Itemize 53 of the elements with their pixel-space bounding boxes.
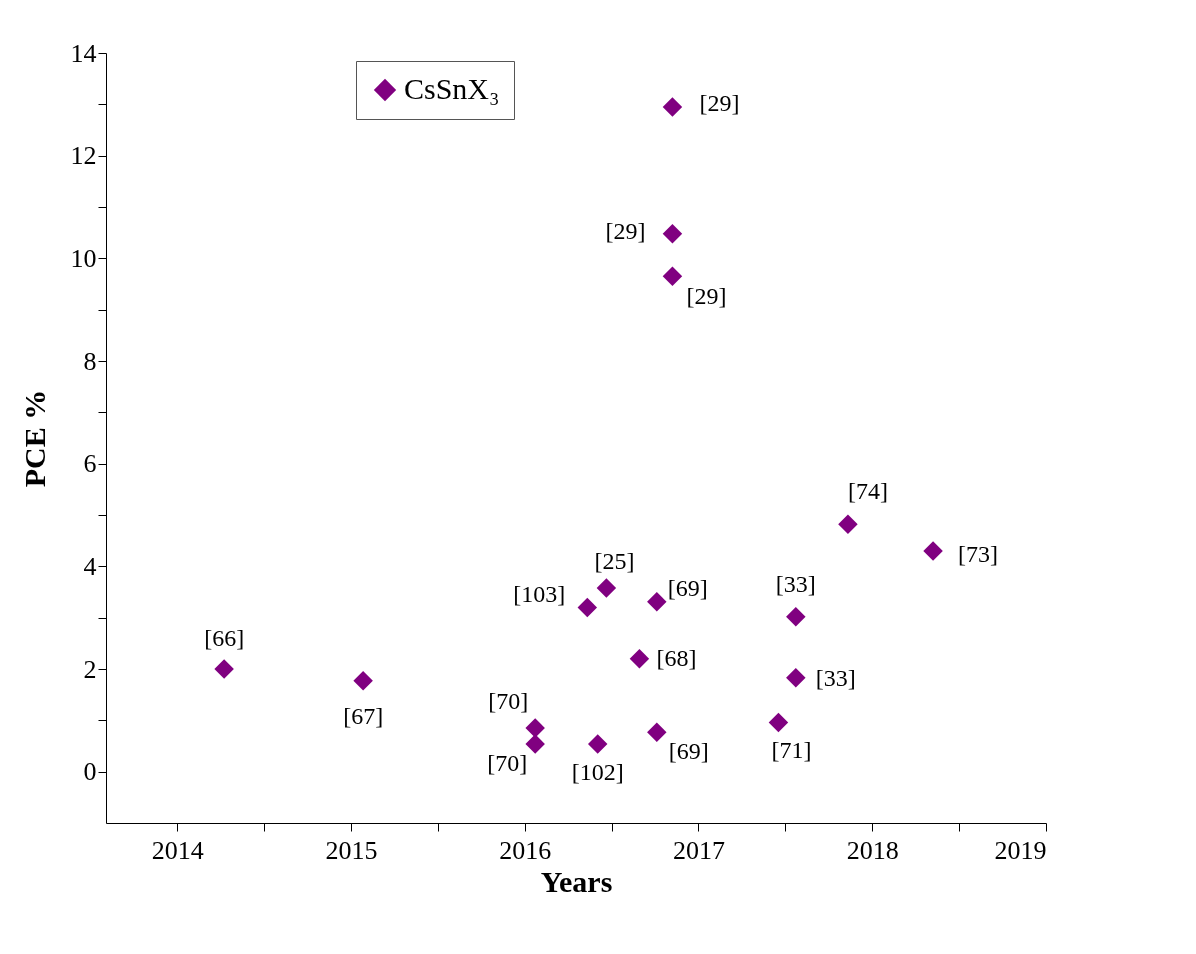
- y-axis-title: PCE %: [17, 389, 51, 488]
- point: [525, 734, 545, 754]
- x-tick-label: 2016: [499, 835, 552, 865]
- point: [838, 514, 858, 534]
- y-tick-label: 10: [70, 243, 97, 273]
- annotation: [73]: [958, 540, 999, 567]
- annotation: [29]: [699, 89, 740, 116]
- y-tick-label: 4: [83, 551, 97, 581]
- y-tick-label: 0: [83, 757, 97, 787]
- annotation: [68]: [656, 644, 697, 671]
- point: [353, 671, 373, 691]
- point: [587, 734, 608, 754]
- annotation: [103]: [513, 581, 566, 608]
- point: [923, 541, 943, 561]
- annotation: [69]: [667, 574, 708, 601]
- annotation: [70]: [487, 749, 528, 776]
- annotation: [29]: [686, 283, 727, 310]
- x-tick-label: 2018: [846, 835, 899, 865]
- point: [647, 592, 667, 612]
- y-tick-label: 12: [70, 141, 97, 171]
- x-axis-title: Years: [540, 864, 613, 898]
- annotation: [71]: [771, 737, 812, 764]
- x-tick-label: 2017: [673, 835, 725, 865]
- legend-label: CsSnX₃: [404, 72, 500, 105]
- point: [768, 712, 789, 733]
- point: [214, 659, 234, 679]
- y-tick-label: 6: [83, 449, 97, 479]
- y-tick-label: 2: [83, 654, 97, 684]
- point: [596, 578, 617, 598]
- point: [629, 648, 650, 669]
- point: [662, 223, 683, 244]
- point: [786, 606, 806, 627]
- annotation: [29]: [605, 217, 646, 244]
- point: [647, 722, 667, 742]
- x-tick-label: 2019: [994, 835, 1047, 865]
- point: [577, 597, 598, 618]
- annotation: [25]: [594, 547, 635, 574]
- annotation: [66]: [204, 625, 245, 651]
- annotation: [102]: [571, 758, 624, 785]
- point: [525, 718, 545, 738]
- y-tick-label: 14: [70, 38, 97, 68]
- y-tick-label: 8: [83, 346, 97, 376]
- annotation: [69]: [668, 738, 709, 765]
- x-tick-label: 2015: [325, 835, 378, 865]
- annotation: [33]: [815, 664, 856, 691]
- point: [662, 97, 683, 117]
- point: [786, 667, 806, 688]
- point: [662, 266, 683, 287]
- annotation: [74]: [847, 478, 888, 505]
- annotation: [33]: [775, 570, 816, 597]
- annotation: [67]: [343, 702, 384, 729]
- annotation: [70]: [488, 688, 529, 715]
- x-tick-label: 2014: [151, 835, 204, 865]
